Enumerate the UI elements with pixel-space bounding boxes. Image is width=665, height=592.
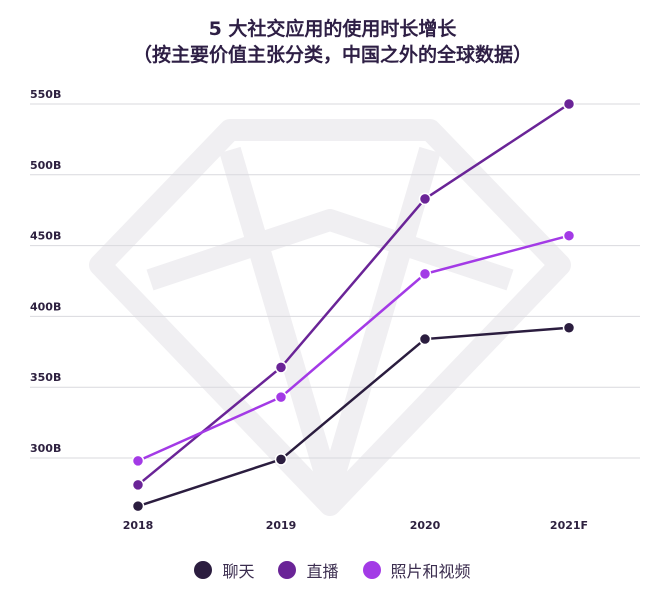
legend-item[interactable]: 直播 bbox=[278, 558, 339, 582]
legend-label: 聊天 bbox=[222, 562, 255, 581]
data-point[interactable] bbox=[274, 361, 288, 374]
legend-swatch bbox=[278, 561, 297, 579]
y-tick-label: 550B bbox=[30, 88, 61, 101]
y-tick-label: 400B bbox=[30, 300, 61, 313]
x-tick-label: 2020 bbox=[410, 519, 441, 532]
data-point[interactable] bbox=[418, 332, 432, 346]
legend-item[interactable]: 照片和视频 bbox=[362, 558, 471, 582]
chart-title: 5 大社交应用的使用时长增长 bbox=[208, 18, 457, 40]
y-tick-label: 300B bbox=[30, 442, 61, 455]
legend-swatch bbox=[362, 561, 381, 579]
x-tick-label: 2021F bbox=[550, 519, 588, 532]
data-point[interactable] bbox=[274, 390, 288, 404]
y-tick-label: 500B bbox=[30, 159, 61, 172]
data-point[interactable] bbox=[131, 454, 145, 468]
data-point[interactable] bbox=[562, 97, 576, 111]
data-point[interactable] bbox=[131, 478, 145, 492]
data-point[interactable] bbox=[418, 192, 432, 206]
watermark-logo bbox=[89, 119, 571, 516]
x-tick-label: 2018 bbox=[123, 519, 154, 532]
data-point[interactable] bbox=[131, 499, 145, 513]
data-point[interactable] bbox=[562, 229, 576, 242]
legend-label: 直播 bbox=[306, 562, 339, 581]
y-tick-label: 450B bbox=[30, 230, 61, 243]
data-point[interactable] bbox=[418, 267, 432, 281]
y-tick-label: 350B bbox=[30, 371, 61, 384]
x-tick-label: 2019 bbox=[266, 519, 297, 532]
legend-swatch bbox=[194, 561, 213, 579]
series-line-1 bbox=[137, 326, 570, 508]
legend-item[interactable]: 聊天 bbox=[194, 558, 254, 582]
series-line-2 bbox=[137, 102, 570, 486]
legend-label: 照片和视频 bbox=[390, 562, 471, 581]
chart-subtitle: （按主要价值主张分类，中国之外的全球数据） bbox=[132, 44, 532, 66]
legend: 聊天 直播 照片和视频 bbox=[0, 558, 665, 582]
data-point[interactable] bbox=[562, 321, 576, 334]
data-point[interactable] bbox=[274, 453, 288, 466]
series-line-3 bbox=[137, 234, 570, 462]
